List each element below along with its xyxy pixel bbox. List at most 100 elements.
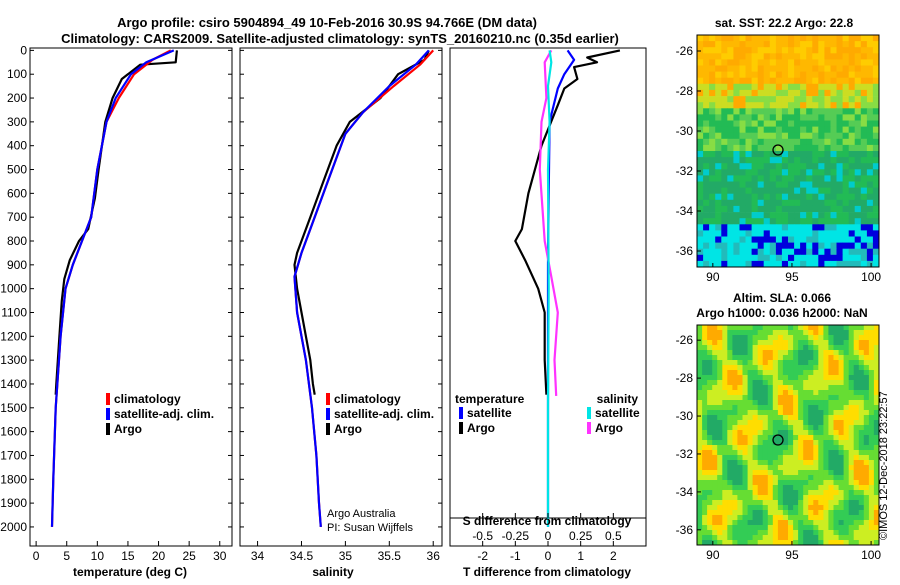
sst-cell [854, 102, 862, 109]
sst-cell [715, 126, 722, 134]
sla-cell [697, 390, 703, 396]
sst-cell [872, 126, 880, 134]
sst-cell [739, 193, 746, 201]
sst-cell [757, 242, 765, 250]
sla-cell [762, 485, 769, 491]
sst-cell [715, 169, 722, 176]
sla-cell [712, 455, 718, 461]
sst-cell [721, 218, 728, 225]
sst-cell [812, 151, 819, 158]
sst-cell [818, 230, 825, 237]
sst-cell [703, 212, 710, 219]
sst-cell [872, 138, 880, 146]
sst-cell [781, 83, 789, 91]
sst-cell [739, 212, 746, 219]
sla-cell [762, 370, 769, 376]
sla-cell [742, 445, 748, 451]
sla-cell [772, 450, 779, 456]
sla-cell [873, 515, 880, 521]
sla-cell [742, 405, 748, 411]
sst-cell [806, 83, 813, 91]
sla-cell [752, 525, 759, 531]
sst-cell [763, 175, 771, 182]
sla-cell [863, 425, 870, 431]
sst-cell [739, 242, 746, 250]
sst-cell [727, 151, 734, 158]
sla-cell [717, 345, 723, 351]
sla-cell [777, 350, 784, 356]
sst-cell [860, 89, 868, 97]
sst-cell [824, 96, 831, 103]
sla-cell [863, 540, 870, 546]
sst-cell [860, 175, 868, 182]
sst-cell [800, 205, 807, 213]
sla-cell [873, 425, 880, 431]
sst-cell [836, 212, 843, 219]
sst-cell [806, 230, 813, 237]
sla-cell [808, 350, 814, 356]
sst-cell [775, 126, 783, 134]
sla-cell [843, 395, 850, 401]
sla-cell [702, 365, 708, 371]
legend-s-argo-label: Argo [595, 421, 623, 435]
sst-cell [733, 254, 740, 262]
sst-cell [818, 169, 825, 176]
sla-cell [727, 345, 733, 351]
sla-cell [803, 370, 809, 376]
sla-cell [788, 325, 794, 331]
sst-cell [818, 53, 825, 60]
sla-cell [752, 495, 759, 501]
sst-cell [751, 132, 759, 140]
sst-cell [769, 96, 777, 103]
sla-cell [818, 510, 824, 516]
sla-cell [752, 420, 759, 426]
sst-cell [848, 83, 856, 91]
sla-cell [798, 355, 804, 361]
sla-cell [838, 495, 845, 501]
sla-cell [843, 345, 850, 351]
sla-cell [808, 365, 814, 371]
sla-cell [798, 525, 804, 531]
sla-cell [813, 535, 819, 541]
sla-cell [833, 385, 839, 391]
sst-cell [836, 102, 843, 109]
sst-cell [848, 120, 856, 127]
sla-cell [828, 455, 834, 461]
sla-cell [863, 515, 870, 521]
sst-cell [763, 151, 771, 158]
sst-cell [848, 242, 856, 250]
sla-cell [732, 450, 738, 456]
sst-cell [866, 169, 874, 176]
sla-cell [722, 420, 728, 426]
sla-cell [697, 355, 703, 361]
sst-cell [794, 157, 801, 164]
sla-cell [717, 425, 723, 431]
sst-cell [824, 71, 831, 79]
sla-cell [762, 345, 769, 351]
sst-cell [836, 77, 843, 85]
sla-cell [813, 455, 819, 461]
sla-cell [823, 370, 829, 376]
lat-tick-label: -36 [676, 523, 694, 537]
sst-cell [715, 108, 722, 115]
sla-cell [848, 340, 855, 346]
sst-cell [739, 65, 746, 72]
sst-cell [733, 120, 740, 127]
sla-cell [697, 405, 703, 411]
sla-cell [697, 495, 703, 501]
sla-cell [843, 510, 850, 516]
sst-cell [818, 236, 825, 243]
sst-cell [715, 89, 722, 97]
legend-argo-marker [326, 423, 330, 435]
sst-cell [781, 169, 789, 176]
sla-cell [742, 480, 748, 486]
sla-cell [873, 375, 880, 381]
sla-cell [752, 415, 759, 421]
sst-cell [781, 236, 789, 243]
sst-cell [745, 224, 752, 231]
sst-cell [763, 126, 771, 134]
sst-cell [757, 71, 765, 79]
sst-cell [751, 138, 759, 146]
sst-cell [854, 96, 862, 103]
sla-cell [722, 505, 728, 511]
